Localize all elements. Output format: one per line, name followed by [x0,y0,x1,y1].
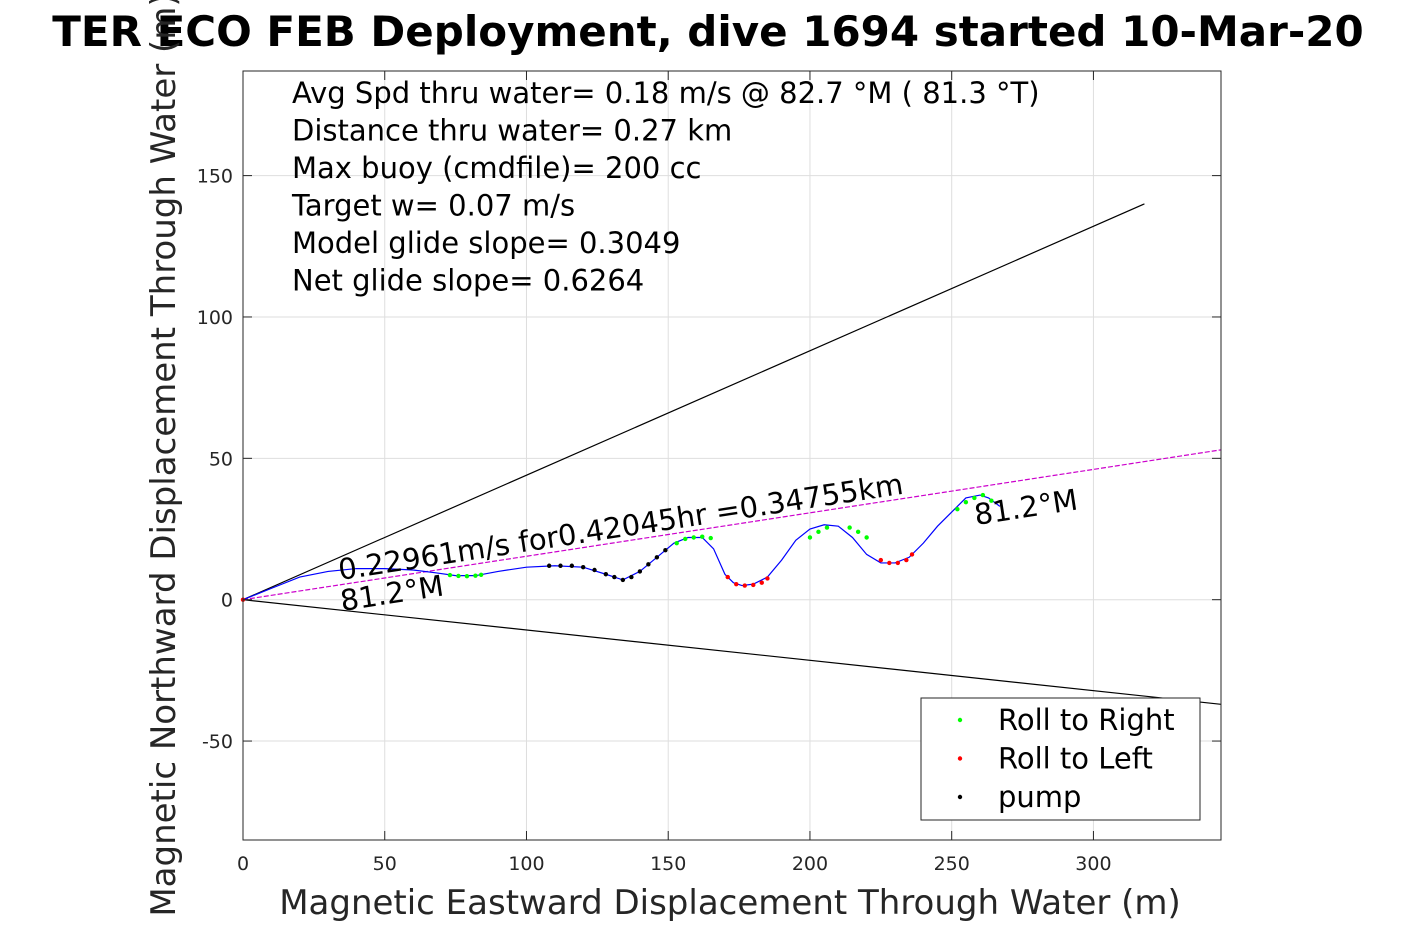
roll-to-right-point [855,529,861,535]
stats-line: Target w= 0.07 m/s [291,189,575,223]
pump-point [592,567,597,573]
heading-line-line [242,449,1222,601]
roll-to-left-point [895,560,901,566]
roll-to-right-point [864,535,869,540]
pump-point [558,563,563,568]
roll-to-right-point [972,495,977,501]
x-tick-label: 200 [792,853,828,875]
legend-label: Roll to Right [998,703,1175,737]
y-axis-label: Magnetic Northward Displacement Through … [144,0,184,917]
y-axis-ticks: -50 0 50 100 150 [197,166,1221,753]
stats-text-block: Avg Spd thru water= 0.18 m/s @ 82.7 °M (… [291,76,1040,298]
roll-to-right-point [989,498,994,503]
y-tick-label: 150 [197,166,233,188]
legend-box [920,697,1201,821]
pump-point [612,574,617,580]
stats-line: Avg Spd thru water= 0.18 m/s @ 82.7 °M (… [292,76,1040,110]
stats-line: Max buoy (cmdfile)= 200 cc [292,151,701,185]
chart-title: TER ECO FEB Deployment, dive 1694 starte… [52,7,1363,56]
roll-to-left-point [742,583,747,588]
roll-to-right-point [674,540,679,546]
pump-point [646,562,651,567]
roll-to-right-point [700,534,705,539]
y-tick-label: -50 [202,731,233,753]
upper-bound-line [242,203,1145,601]
roll-to-left-point [909,552,915,557]
roll-to-right-point [955,507,960,512]
roll-to-right-point [473,573,478,578]
stats-line: Net glide slope= 0.6264 [292,264,644,298]
roll-to-right-point [708,535,713,541]
roll-to-right-point [691,535,696,540]
legend: Roll to Right Roll to Left pump [920,697,1201,821]
roll-to-right-point [816,529,821,535]
roll-to-left-point [878,557,884,563]
roll-to-right-point [807,535,813,540]
legend-marker [957,794,963,800]
legend-label: pump [998,780,1081,814]
roll-to-left-point [751,582,756,588]
y-tick-label: 100 [197,307,233,329]
roll-to-right-point [963,499,969,505]
roll-to-right-point [824,525,830,530]
x-tick-label: 300 [1075,853,1111,875]
roll-to-right-point [847,525,852,530]
stats-line: Model glide slope= 0.3049 [292,226,680,260]
stats-line: Distance thru water= 0.27 km [292,114,732,148]
pump-point [663,548,668,553]
pump-point [629,574,634,580]
pump-point [603,572,609,577]
legend-label: Roll to Left [998,742,1153,776]
pump-point [580,564,586,570]
legend-marker [957,756,963,761]
grid [242,71,1221,840]
roll-to-left-point [759,580,764,585]
data-points [240,492,994,602]
x-tick-label: 150 [650,853,686,875]
x-tick-label: 250 [934,853,970,875]
roll-to-left-point [765,576,770,581]
roll-to-left-point [887,560,892,566]
roll-to-right-point [456,573,461,579]
x-axis-label: Magnetic Eastward Displacement Through W… [279,883,1181,923]
roll-to-right-point [447,572,453,578]
x-tick-label: 100 [508,853,544,875]
pump-point [620,577,626,583]
roll-to-left-point [725,574,730,580]
x-axis-ticks: 0 50 100 150 200 250 300 [237,71,1112,875]
x-tick-label: 50 [373,853,397,875]
pump-point [546,563,552,568]
roll-to-right-point [478,572,484,578]
heading-end-label: 81.2°M [972,483,1080,532]
pump-point [654,555,660,560]
roll-to-right-point [683,536,688,542]
x-tick-label: 0 [237,853,249,875]
pump-point [637,569,643,574]
y-tick-label: 50 [209,448,233,470]
pump-point [569,563,575,568]
legend-marker [957,717,963,723]
speed-annotation: 0.22961m/s for0.42045hr =0.34755km [336,467,905,587]
roll-to-left-point [904,557,909,563]
legend-items: Roll to Right Roll to Left pump [957,703,1175,814]
plot-frame [242,70,1222,841]
lower-bound-line [242,599,1222,705]
roll-to-right-point [464,574,470,579]
reference-lines [242,203,1222,705]
roll-to-right-point [980,492,986,498]
roll-to-left-point [734,581,739,587]
y-tick-label: 0 [221,590,233,612]
